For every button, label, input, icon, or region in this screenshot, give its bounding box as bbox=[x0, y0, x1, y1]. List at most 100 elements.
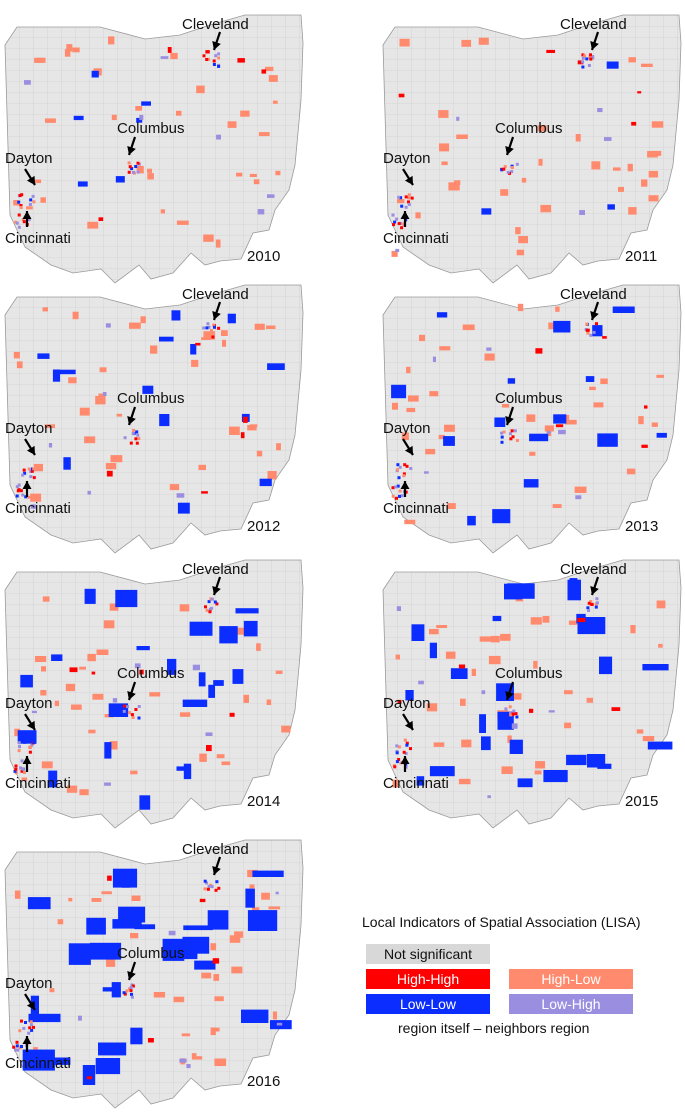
high-low-region bbox=[618, 186, 624, 192]
urban-tract bbox=[15, 1044, 19, 1048]
high-low-region bbox=[109, 741, 118, 750]
urban-tract bbox=[402, 472, 406, 476]
low-low-region bbox=[171, 310, 181, 321]
urban-tract bbox=[129, 989, 133, 993]
urban-tract bbox=[205, 608, 209, 612]
map-panel-2014: Cleveland Columbus Dayton Cincinnati 2014 bbox=[4, 559, 304, 829]
high-low-region bbox=[586, 697, 593, 703]
urban-tract bbox=[405, 741, 409, 745]
high-high-region bbox=[398, 93, 405, 98]
high-low-region bbox=[129, 322, 141, 329]
high-low-region bbox=[555, 306, 560, 312]
high-low-region bbox=[210, 1027, 216, 1036]
urban-tract bbox=[402, 474, 406, 478]
urban-tract bbox=[217, 56, 221, 60]
urban-tract bbox=[30, 743, 34, 747]
urban-tract bbox=[395, 217, 399, 221]
urban-tract bbox=[500, 431, 504, 435]
urban-tract bbox=[202, 326, 206, 330]
low-high-region bbox=[267, 194, 275, 198]
high-low-region bbox=[231, 966, 243, 974]
urban-tract bbox=[134, 437, 138, 441]
urban-tract bbox=[511, 711, 515, 715]
urban-tract bbox=[27, 495, 31, 499]
urban-tract bbox=[19, 204, 23, 207]
urban-tract bbox=[510, 170, 514, 174]
high-low-region bbox=[105, 463, 117, 470]
low-low-region bbox=[647, 741, 673, 750]
high-low-region bbox=[535, 761, 546, 769]
high-low-region bbox=[214, 1058, 227, 1066]
high-low-region bbox=[221, 330, 228, 336]
low-low-region bbox=[27, 897, 51, 910]
low-low-region bbox=[115, 589, 138, 608]
urban-tract bbox=[18, 194, 22, 197]
urban-tract bbox=[404, 205, 408, 209]
high-low-region bbox=[253, 179, 260, 185]
urban-tract bbox=[20, 1019, 23, 1023]
cincinnati-label: Cincinnati bbox=[383, 230, 449, 247]
high-high-region bbox=[644, 405, 648, 409]
urban-tract bbox=[211, 335, 215, 339]
urban-tract bbox=[22, 468, 26, 472]
high-low-region bbox=[651, 121, 664, 128]
urban-tract bbox=[203, 879, 207, 883]
low-low-region bbox=[48, 770, 58, 788]
high-low-region bbox=[275, 670, 283, 674]
high-low-region bbox=[392, 779, 399, 788]
low-low-region bbox=[523, 479, 539, 488]
urban-tract bbox=[17, 749, 21, 753]
high-low-region bbox=[35, 656, 47, 662]
high-low-region bbox=[425, 448, 436, 455]
low-low-region bbox=[73, 115, 84, 121]
high-low-region bbox=[529, 451, 536, 456]
low-low-region bbox=[436, 312, 448, 318]
urban-tract bbox=[410, 196, 414, 200]
high-low-region bbox=[210, 943, 217, 951]
legend-title: Local Indicators of Spatial Association … bbox=[362, 914, 641, 930]
low-low-region bbox=[259, 478, 272, 487]
high-low-region bbox=[628, 57, 636, 63]
urban-tract bbox=[595, 327, 599, 331]
urban-tract bbox=[29, 1023, 33, 1027]
low-high-region bbox=[48, 443, 53, 448]
high-high-region bbox=[577, 617, 586, 623]
urban-tract bbox=[391, 486, 395, 490]
low-high-region bbox=[160, 56, 169, 59]
dayton-label: Dayton bbox=[5, 975, 53, 992]
high-low-region bbox=[99, 367, 107, 373]
low-high-region bbox=[168, 930, 176, 936]
high-low-region bbox=[203, 234, 214, 242]
legend-low-low: Low-Low bbox=[366, 994, 490, 1014]
columbus-label: Columbus bbox=[495, 665, 563, 682]
urban-tract bbox=[131, 431, 135, 435]
urban-tract bbox=[137, 716, 141, 720]
urban-tract bbox=[510, 429, 514, 433]
high-low-region bbox=[460, 698, 466, 706]
high-low-region bbox=[150, 345, 158, 354]
high-low-region bbox=[438, 434, 445, 440]
urban-tract bbox=[209, 597, 213, 601]
urban-tract bbox=[589, 333, 593, 337]
low-high-region bbox=[24, 80, 31, 85]
low-high-region bbox=[396, 606, 401, 611]
high-low-region bbox=[426, 703, 438, 712]
high-low-region bbox=[638, 416, 644, 425]
low-low-region bbox=[213, 680, 224, 686]
urban-tract bbox=[515, 715, 519, 719]
high-low-region bbox=[66, 44, 73, 52]
high-low-region bbox=[501, 404, 510, 408]
high-low-region bbox=[471, 668, 476, 676]
high-low-region bbox=[266, 699, 272, 705]
high-low-region bbox=[65, 683, 76, 692]
urban-tract bbox=[30, 1028, 34, 1032]
high-low-region bbox=[406, 407, 416, 413]
high-low-region bbox=[641, 179, 648, 187]
urban-tract bbox=[204, 605, 207, 609]
low-low-region bbox=[30, 995, 39, 1016]
high-low-region bbox=[149, 692, 161, 697]
urban-tract bbox=[217, 64, 221, 68]
low-low-region bbox=[207, 910, 229, 930]
urban-tract bbox=[28, 750, 32, 754]
low-high-region bbox=[78, 1015, 82, 1021]
